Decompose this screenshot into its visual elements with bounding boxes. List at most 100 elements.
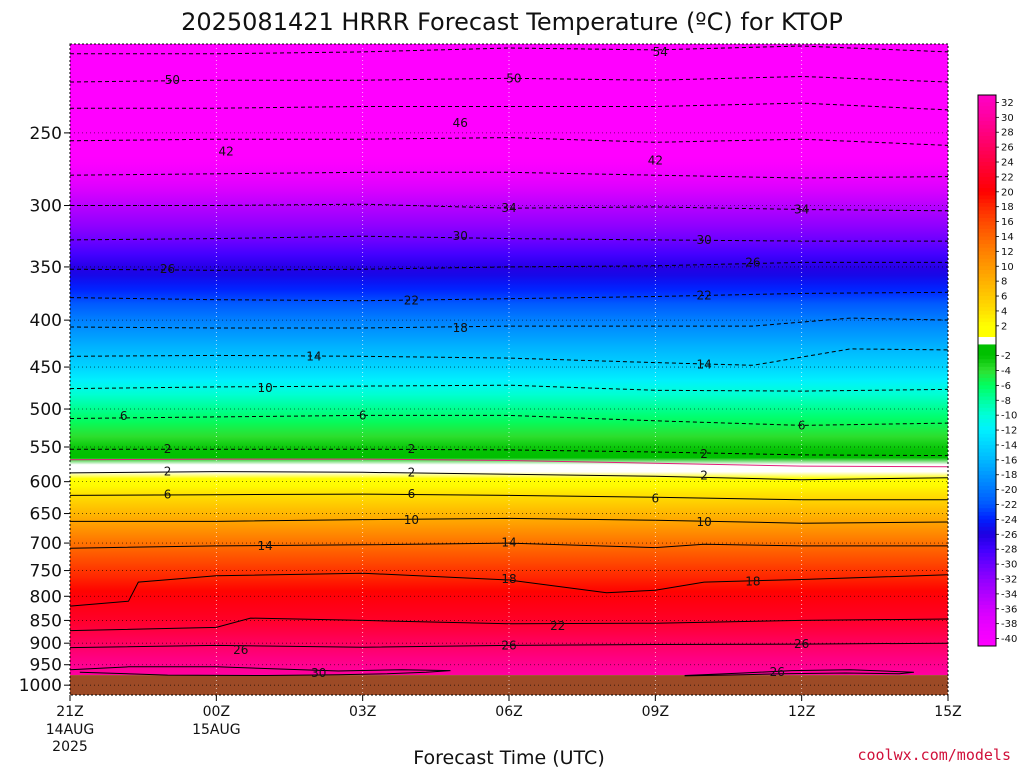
colorbar-swatch (978, 322, 996, 327)
colorbar-swatch (978, 575, 996, 580)
colorbar-swatch (978, 180, 996, 185)
x-tick-label: 06Z (495, 704, 522, 720)
temperature-field (70, 44, 948, 676)
colorbar-swatch (978, 552, 996, 558)
colorbar-swatch (978, 619, 996, 625)
colorbar-swatch (978, 497, 996, 502)
colorbar-swatch (978, 240, 996, 245)
colorbar-tick-label: -30 (1001, 560, 1017, 571)
colorbar-swatch (978, 631, 996, 636)
y-axis: 250 300 350 400 450 500 550 600 650 700 750 800 850 9… (19, 124, 70, 696)
colorbar-swatch (978, 444, 996, 450)
colorbar-swatch (978, 370, 996, 375)
colorbar-tick-label: 6 (1001, 292, 1007, 303)
contour-label: 2 (408, 442, 416, 456)
colorbar-swatch (978, 605, 996, 610)
contour-line (70, 642, 948, 649)
contour-label: 22 (696, 288, 711, 302)
y-tick-label: 750 (30, 562, 62, 582)
colorbar-swatch (978, 355, 996, 360)
colorbar-tick-label: -14 (1001, 440, 1017, 451)
colorbar-swatch (978, 564, 996, 569)
colorbar-ticks: 32 30 28 26 24 22 20 18 16 14 12 10 8 6 4 2 -2 -4 -6 -8 -10 -… (996, 98, 1017, 645)
colorbar-swatch (978, 173, 996, 178)
colorbar-swatch (978, 571, 996, 576)
contour-label: 54 (653, 45, 668, 59)
colorbar-swatch (978, 504, 996, 509)
contour-label: 2 (700, 469, 708, 483)
colorbar-tick-label: 16 (1001, 217, 1014, 228)
colorbar-swatch (978, 188, 996, 193)
colorbar-swatch (978, 169, 996, 174)
colorbar-swatch (978, 333, 996, 338)
colorbar-swatch (978, 336, 996, 342)
colorbar-swatch (978, 593, 996, 599)
colorbar-tick-label: 22 (1001, 172, 1014, 183)
colorbar-swatch (978, 318, 996, 323)
colorbar-swatch (978, 511, 996, 517)
ground-surface (70, 675, 948, 695)
colorbar-swatch (978, 191, 996, 197)
colorbar-swatch (978, 154, 996, 159)
contour-line (684, 669, 914, 677)
contour-label: 18 (501, 572, 516, 586)
colorbar-swatch (978, 586, 996, 591)
colorbar-swatch (978, 493, 996, 498)
colorbar-swatch (978, 266, 996, 271)
contour-line (70, 517, 948, 524)
colorbar-swatch (978, 236, 996, 241)
colorbar-tick-label: 12 (1001, 247, 1014, 258)
colorbar-swatch (978, 340, 996, 345)
colorbar-swatch (978, 221, 996, 226)
colorbar-swatch (978, 482, 996, 487)
colorbar-swatch (978, 433, 996, 439)
colorbar-swatch (978, 121, 996, 126)
colorbar-swatch (978, 407, 996, 412)
colorbar-swatch (978, 534, 996, 539)
contour-line (70, 542, 948, 549)
colorbar-swatch (978, 232, 996, 237)
contour-label: 6 (359, 408, 367, 422)
contour-line (70, 291, 948, 302)
colorbar-swatch (978, 158, 996, 163)
contour-line (70, 137, 948, 146)
colorbar-tick-label: -34 (1001, 589, 1017, 600)
colorbar-swatch (978, 374, 996, 379)
contour-label: 30 (696, 233, 711, 247)
x-tick-label: 00Z (203, 704, 230, 720)
contour-label: 6 (120, 409, 128, 423)
colorbar-swatch (978, 135, 996, 141)
colorbar-swatch (978, 578, 996, 584)
colorbar-tick-label: 30 (1001, 113, 1014, 124)
colorbar-swatch (978, 229, 996, 234)
colorbar-tick-label: -18 (1001, 470, 1017, 481)
colorbar-tick-label: 2 (1001, 321, 1007, 332)
x-tick-label: 03Z (349, 704, 376, 720)
colorbar-swatch (978, 415, 996, 420)
colorbar-swatch (978, 597, 996, 602)
colorbar-swatch (978, 467, 996, 472)
contour-label: 6 (652, 492, 660, 506)
colorbar-swatch (978, 299, 996, 304)
colorbar-swatch (978, 284, 996, 290)
x-tick-label: 21Z (56, 704, 83, 720)
colorbar-swatch (978, 500, 996, 506)
contour-label: 34 (794, 202, 809, 216)
contour-label: 50 (506, 71, 521, 85)
colorbar-swatch (978, 538, 996, 543)
contour-line (70, 317, 948, 329)
y-tick-label: 550 (30, 438, 62, 458)
colorbar-swatch (978, 608, 996, 613)
colorbar-swatch (978, 344, 996, 349)
colorbar-swatch (978, 463, 996, 468)
contour-line (70, 414, 948, 426)
contour-label: 10 (257, 381, 272, 395)
contour-line (70, 45, 948, 55)
colorbar-swatch (978, 351, 996, 357)
y-tick-label: 850 (30, 611, 62, 631)
contour-label: 6 (798, 418, 806, 432)
colorbar-swatch (978, 262, 996, 267)
colorbar-swatch (978, 273, 996, 278)
x-tick-sublabel: 2025 (52, 739, 88, 755)
